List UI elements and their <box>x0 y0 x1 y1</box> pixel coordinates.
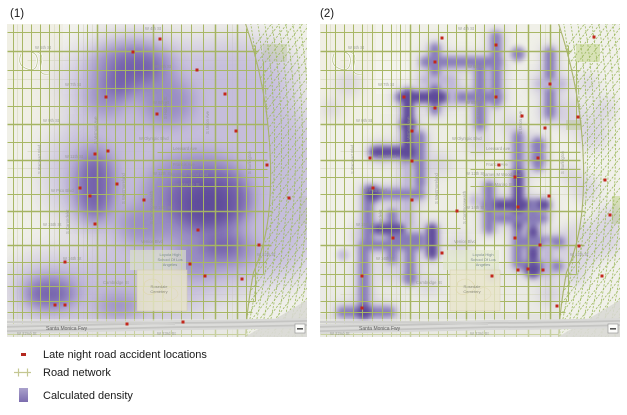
svg-text:James M Wood Blvd: James M Wood Blvd <box>170 172 209 177</box>
svg-text:San Marino St: San Marino St <box>486 182 513 187</box>
svg-text:San Marino St: San Marino St <box>173 182 200 187</box>
svg-text:Angeles: Angeles <box>163 262 177 267</box>
svg-text:Calculated density: Calculated density <box>43 390 133 402</box>
svg-text:S Westmoreland: S Westmoreland <box>434 172 439 204</box>
svg-text:W Olympic Blvd: W Olympic Blvd <box>139 136 169 141</box>
svg-text:S Carondelet: S Carondelet <box>378 209 383 234</box>
svg-text:W 12th St: W 12th St <box>153 171 172 176</box>
svg-text:S Rampart Blvd: S Rampart Blvd <box>350 144 355 174</box>
svg-text:Francis Ave: Francis Ave <box>173 162 195 167</box>
svg-text:W 6th St: W 6th St <box>155 64 172 69</box>
svg-text:(2): (2) <box>320 8 334 20</box>
svg-text:Cambridge St: Cambridge St <box>416 280 442 285</box>
svg-text:W 15th St: W 15th St <box>356 222 375 227</box>
svg-text:W 12th St: W 12th St <box>570 252 589 257</box>
svg-text:W 15th St: W 15th St <box>43 222 62 227</box>
svg-text:W 22nd St: W 22nd St <box>17 331 37 336</box>
svg-text:Santa Monica Fwy: Santa Monica Fwy <box>46 326 88 332</box>
svg-text:S Union Ave: S Union Ave <box>518 110 523 134</box>
svg-text:W 12th St: W 12th St <box>257 252 276 257</box>
svg-text:W 11th St: W 11th St <box>65 154 84 159</box>
svg-text:Angeles: Angeles <box>476 262 490 267</box>
svg-text:W 7th St: W 7th St <box>378 82 395 87</box>
svg-text:W 23rd St: W 23rd St <box>470 331 489 336</box>
svg-text:W 7th St: W 7th St <box>65 82 82 87</box>
svg-text:W 11th St: W 11th St <box>378 154 397 159</box>
svg-text:Cemetery: Cemetery <box>463 289 480 294</box>
svg-text:S Vermont Ave: S Vermont Ave <box>406 116 411 144</box>
svg-text:W 8th St: W 8th St <box>153 100 170 105</box>
svg-text:Cambridge St: Cambridge St <box>103 280 129 285</box>
svg-text:S Commonwealth: S Commonwealth <box>149 190 154 224</box>
svg-text:W 16th St: W 16th St <box>63 256 82 261</box>
svg-text:Late night road accident locat: Late night road accident locations <box>43 349 207 361</box>
svg-text:Rosedale: Rosedale <box>464 284 482 289</box>
svg-text:S Vermont Ave: S Vermont Ave <box>93 116 98 144</box>
svg-text:W 16th St: W 16th St <box>376 256 395 261</box>
svg-text:(1): (1) <box>10 8 24 20</box>
svg-text:S Westmoreland: S Westmoreland <box>121 172 126 204</box>
svg-text:Loyola High: Loyola High <box>472 252 493 257</box>
svg-text:W 8th St: W 8th St <box>466 100 483 105</box>
svg-text:School Of Los: School Of Los <box>470 257 495 262</box>
svg-text:S Rampart Blvd: S Rampart Blvd <box>37 144 42 174</box>
svg-text:W Olympic Blvd: W Olympic Blvd <box>452 136 482 141</box>
svg-text:W 9th St: W 9th St <box>43 118 60 123</box>
svg-text:W 14th St: W 14th St <box>466 205 485 210</box>
svg-text:S Hoover St: S Hoover St <box>163 96 168 119</box>
svg-text:Leeward Ave: Leeward Ave <box>173 146 198 151</box>
svg-text:W 4th St: W 4th St <box>145 26 162 31</box>
svg-text:W 12th St: W 12th St <box>466 171 485 176</box>
svg-text:S Burlington: S Burlington <box>247 151 252 174</box>
svg-text:Leeward Ave: Leeward Ave <box>486 146 511 151</box>
svg-text:S Hoover St: S Hoover St <box>476 96 481 119</box>
svg-text:W 5th St: W 5th St <box>348 45 365 50</box>
svg-text:Venice Blvd: Venice Blvd <box>454 239 477 244</box>
svg-text:Rosedale: Rosedale <box>151 284 169 289</box>
svg-text:S Union Ave: S Union Ave <box>205 110 210 134</box>
svg-text:W 22nd St: W 22nd St <box>330 331 350 336</box>
svg-text:W 4th St: W 4th St <box>458 26 475 31</box>
svg-text:W 5th St: W 5th St <box>35 45 52 50</box>
svg-text:James M Wood Blvd: James M Wood Blvd <box>483 172 522 177</box>
svg-text:W 14th St: W 14th St <box>153 205 172 210</box>
svg-text:S Commonwealth: S Commonwealth <box>462 190 467 224</box>
svg-text:Road network: Road network <box>43 367 111 379</box>
svg-text:W Pico Blvd: W Pico Blvd <box>51 188 74 193</box>
svg-text:Cemetery: Cemetery <box>150 289 167 294</box>
svg-text:W 9th St: W 9th St <box>356 118 373 123</box>
svg-text:Santa Monica Fwy: Santa Monica Fwy <box>359 326 401 332</box>
svg-text:Loyola High: Loyola High <box>159 252 180 257</box>
svg-text:Francis Ave: Francis Ave <box>486 162 508 167</box>
svg-text:Venice Blvd: Venice Blvd <box>141 239 164 244</box>
svg-text:W Pico Blvd: W Pico Blvd <box>364 188 387 193</box>
svg-text:S Burlington: S Burlington <box>560 151 565 174</box>
svg-text:S Carondelet: S Carondelet <box>65 209 70 234</box>
svg-text:W 6th St: W 6th St <box>468 64 485 69</box>
svg-text:School Of Los: School Of Los <box>157 257 182 262</box>
svg-text:W 23rd St: W 23rd St <box>157 331 176 336</box>
